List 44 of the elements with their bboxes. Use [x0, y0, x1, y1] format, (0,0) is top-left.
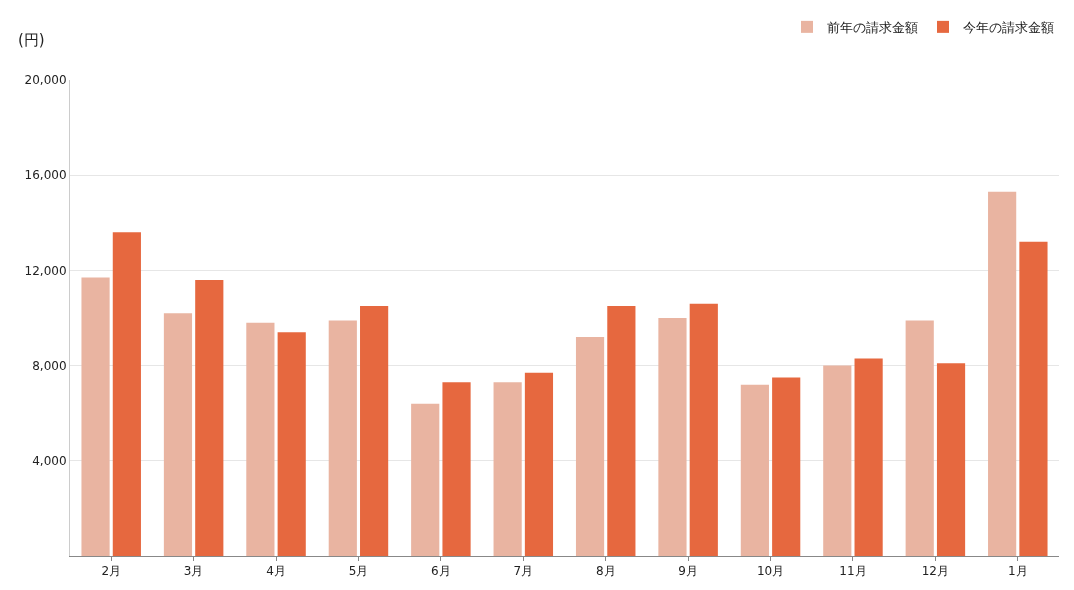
x-tick-label: 7月	[513, 564, 534, 579]
y-axis-title: (円)	[18, 31, 45, 49]
legend-label: 今年の請求金額	[963, 19, 1054, 35]
y-tick-label: 4,000	[32, 454, 67, 468]
y-tick-label: 20,000	[24, 73, 67, 88]
bar	[328, 320, 357, 556]
legend-label: 前年の請求金額	[827, 19, 918, 35]
bar	[442, 382, 471, 556]
bar	[1019, 241, 1048, 556]
x-tick-label: 1月	[1007, 564, 1028, 579]
bar	[81, 277, 110, 556]
bar	[823, 365, 852, 556]
bar	[195, 279, 224, 556]
bar	[411, 403, 440, 556]
y-tick-label: 8,000	[32, 358, 67, 373]
x-tick-label: 12月	[921, 564, 950, 579]
bar	[277, 332, 306, 556]
bar	[163, 313, 193, 556]
x-tick-label: 5月	[348, 564, 369, 579]
bar	[658, 318, 687, 556]
y-tick-label: 12,000	[24, 263, 67, 278]
bar	[988, 191, 1017, 556]
bar	[112, 232, 141, 556]
bar	[607, 306, 636, 556]
bar	[246, 322, 275, 556]
bar	[524, 372, 554, 556]
bar	[575, 337, 605, 556]
x-tick-label: 4月	[266, 564, 286, 579]
x-tick-label: 2月	[101, 564, 122, 579]
bar	[493, 382, 522, 556]
bar	[740, 384, 769, 556]
x-tick-label: 11月	[839, 564, 867, 579]
bar	[936, 363, 966, 556]
x-tick-label: 10月	[756, 564, 785, 579]
bar	[905, 320, 934, 556]
bar	[854, 358, 883, 556]
x-tick-label: 6月	[431, 564, 451, 579]
bar	[689, 303, 718, 556]
bar	[772, 377, 801, 556]
y-tick-label: 16,000	[24, 168, 67, 183]
x-tick-label: 9月	[678, 564, 698, 579]
x-tick-label: 8月	[595, 564, 616, 579]
bar	[360, 306, 389, 556]
x-tick-label: 3月	[183, 564, 204, 579]
